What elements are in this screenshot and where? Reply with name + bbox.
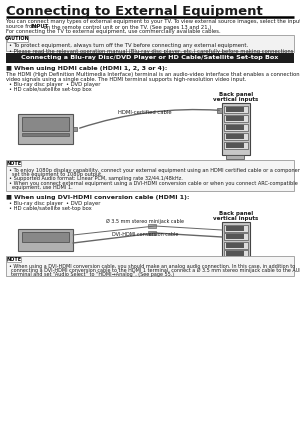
Text: NOTE: NOTE: [6, 161, 22, 166]
Text: • Please read the relevant operation manual (Blu-ray disc player, etc.) carefull: • Please read the relevant operation man…: [9, 49, 295, 53]
Text: • Blu-ray disc player: • Blu-ray disc player: [9, 201, 63, 206]
Text: Connecting a Blu-ray Disc/DVD Player or HD Cable/Satellite Set-top Box: Connecting a Blu-ray Disc/DVD Player or …: [21, 55, 279, 60]
Text: You can connect many types of external equipment to your TV. To view external so: You can connect many types of external e…: [6, 19, 300, 25]
Text: • Supported Audio format: Linear PCM, sampling rate 32/44.1/48kHz.: • Supported Audio format: Linear PCM, sa…: [9, 176, 183, 181]
Text: • Blu-ray disc player: • Blu-ray disc player: [9, 82, 63, 87]
Bar: [148, 224, 156, 228]
Text: video signals using a single cable. The HDMI terminal supports high-resolution v: video signals using a single cable. The …: [6, 77, 246, 82]
Bar: [217, 108, 222, 113]
Bar: [6, 256, 294, 276]
Bar: [222, 103, 250, 155]
Bar: [226, 243, 244, 248]
Bar: [224, 233, 248, 241]
FancyBboxPatch shape: [7, 257, 21, 262]
Text: Ø 3.5 mm stereo minijack cable: Ø 3.5 mm stereo minijack cable: [106, 219, 184, 224]
Bar: [226, 116, 244, 121]
Bar: [226, 252, 244, 256]
Text: • DVD player: • DVD player: [66, 82, 100, 87]
Bar: [6, 36, 294, 52]
FancyBboxPatch shape: [7, 36, 28, 42]
Bar: [22, 117, 69, 131]
Bar: [224, 142, 248, 149]
Text: The HDMI (High Definition Multimedia Interface) terminal is an audio-video inter: The HDMI (High Definition Multimedia Int…: [6, 72, 300, 77]
Bar: [224, 115, 248, 122]
Bar: [224, 133, 248, 140]
Text: DVI-HDMI conversion cable: DVI-HDMI conversion cable: [112, 232, 178, 237]
Text: equipment, use HDMI 1.: equipment, use HDMI 1.: [12, 185, 73, 190]
Bar: [224, 124, 248, 131]
Text: ■ When using HDMI cable (HDMI 1, 2, 3 or 4):: ■ When using HDMI cable (HDMI 1, 2, 3 or…: [6, 66, 167, 71]
Bar: [224, 225, 248, 232]
Text: vertical inputs: vertical inputs: [213, 97, 259, 102]
Text: • HD cable/satellite set-top box: • HD cable/satellite set-top box: [9, 87, 92, 92]
Text: • To enjoy 1080p display capability, connect your external equipment using an HD: • To enjoy 1080p display capability, con…: [9, 168, 300, 173]
Text: vertical inputs: vertical inputs: [213, 216, 259, 221]
Text: connecting a DVI-HDMI conversion cable to the HDMI 1 terminal, connect a Ø 3.5 m: connecting a DVI-HDMI conversion cable t…: [11, 268, 300, 273]
Text: ■ When using DVI-HDMI conversion cable (HDMI 1):: ■ When using DVI-HDMI conversion cable (…: [6, 195, 190, 200]
Bar: [148, 231, 156, 235]
Bar: [226, 107, 244, 112]
Text: terminal and set “Audio Select” to “HDMI→Analog”. (See page 55.): terminal and set “Audio Select” to “HDMI…: [11, 272, 174, 277]
Text: Back panel: Back panel: [219, 211, 253, 216]
Bar: [224, 242, 248, 249]
FancyBboxPatch shape: [7, 161, 21, 166]
Bar: [18, 114, 73, 144]
Text: For connecting the TV to external equipment, use commercially available cables.: For connecting the TV to external equipm…: [6, 30, 220, 35]
Bar: [226, 226, 244, 231]
Bar: [22, 232, 69, 242]
Text: • When you connect external equipment using a DVI-HDMI conversion cable or when : • When you connect external equipment us…: [9, 181, 298, 186]
Text: CAUTION: CAUTION: [4, 36, 29, 41]
Bar: [226, 155, 244, 159]
Bar: [226, 143, 244, 148]
Bar: [226, 234, 244, 239]
Bar: [6, 53, 294, 63]
Bar: [6, 160, 294, 191]
Text: INPUT: INPUT: [31, 25, 49, 30]
Bar: [224, 106, 248, 113]
Text: • When using a DVI-HDMI conversion cable, you should make an analog audio connec: • When using a DVI-HDMI conversion cable…: [9, 264, 295, 269]
Text: on the remote control unit or on the TV. (See pages 13 and 21.): on the remote control unit or on the TV.…: [42, 25, 212, 30]
Text: Connecting to External Equipment: Connecting to External Equipment: [6, 5, 263, 18]
Bar: [226, 125, 244, 130]
Bar: [226, 134, 244, 139]
Bar: [22, 133, 69, 136]
Text: set the equipment to 1080p output.: set the equipment to 1080p output.: [12, 172, 103, 177]
Bar: [224, 250, 248, 258]
Text: • HD cable/satellite set-top box: • HD cable/satellite set-top box: [9, 206, 92, 211]
Text: • DVD player: • DVD player: [66, 201, 100, 206]
Text: NOTE: NOTE: [6, 257, 22, 262]
Text: HDMI-certified cable: HDMI-certified cable: [118, 110, 172, 115]
Text: • To protect equipment, always turn off the TV before connecting any external eq: • To protect equipment, always turn off …: [9, 44, 248, 49]
Text: source from: source from: [6, 25, 39, 30]
Bar: [222, 222, 250, 260]
Text: Back panel: Back panel: [219, 92, 253, 97]
Bar: [18, 229, 73, 251]
Bar: [73, 127, 77, 131]
